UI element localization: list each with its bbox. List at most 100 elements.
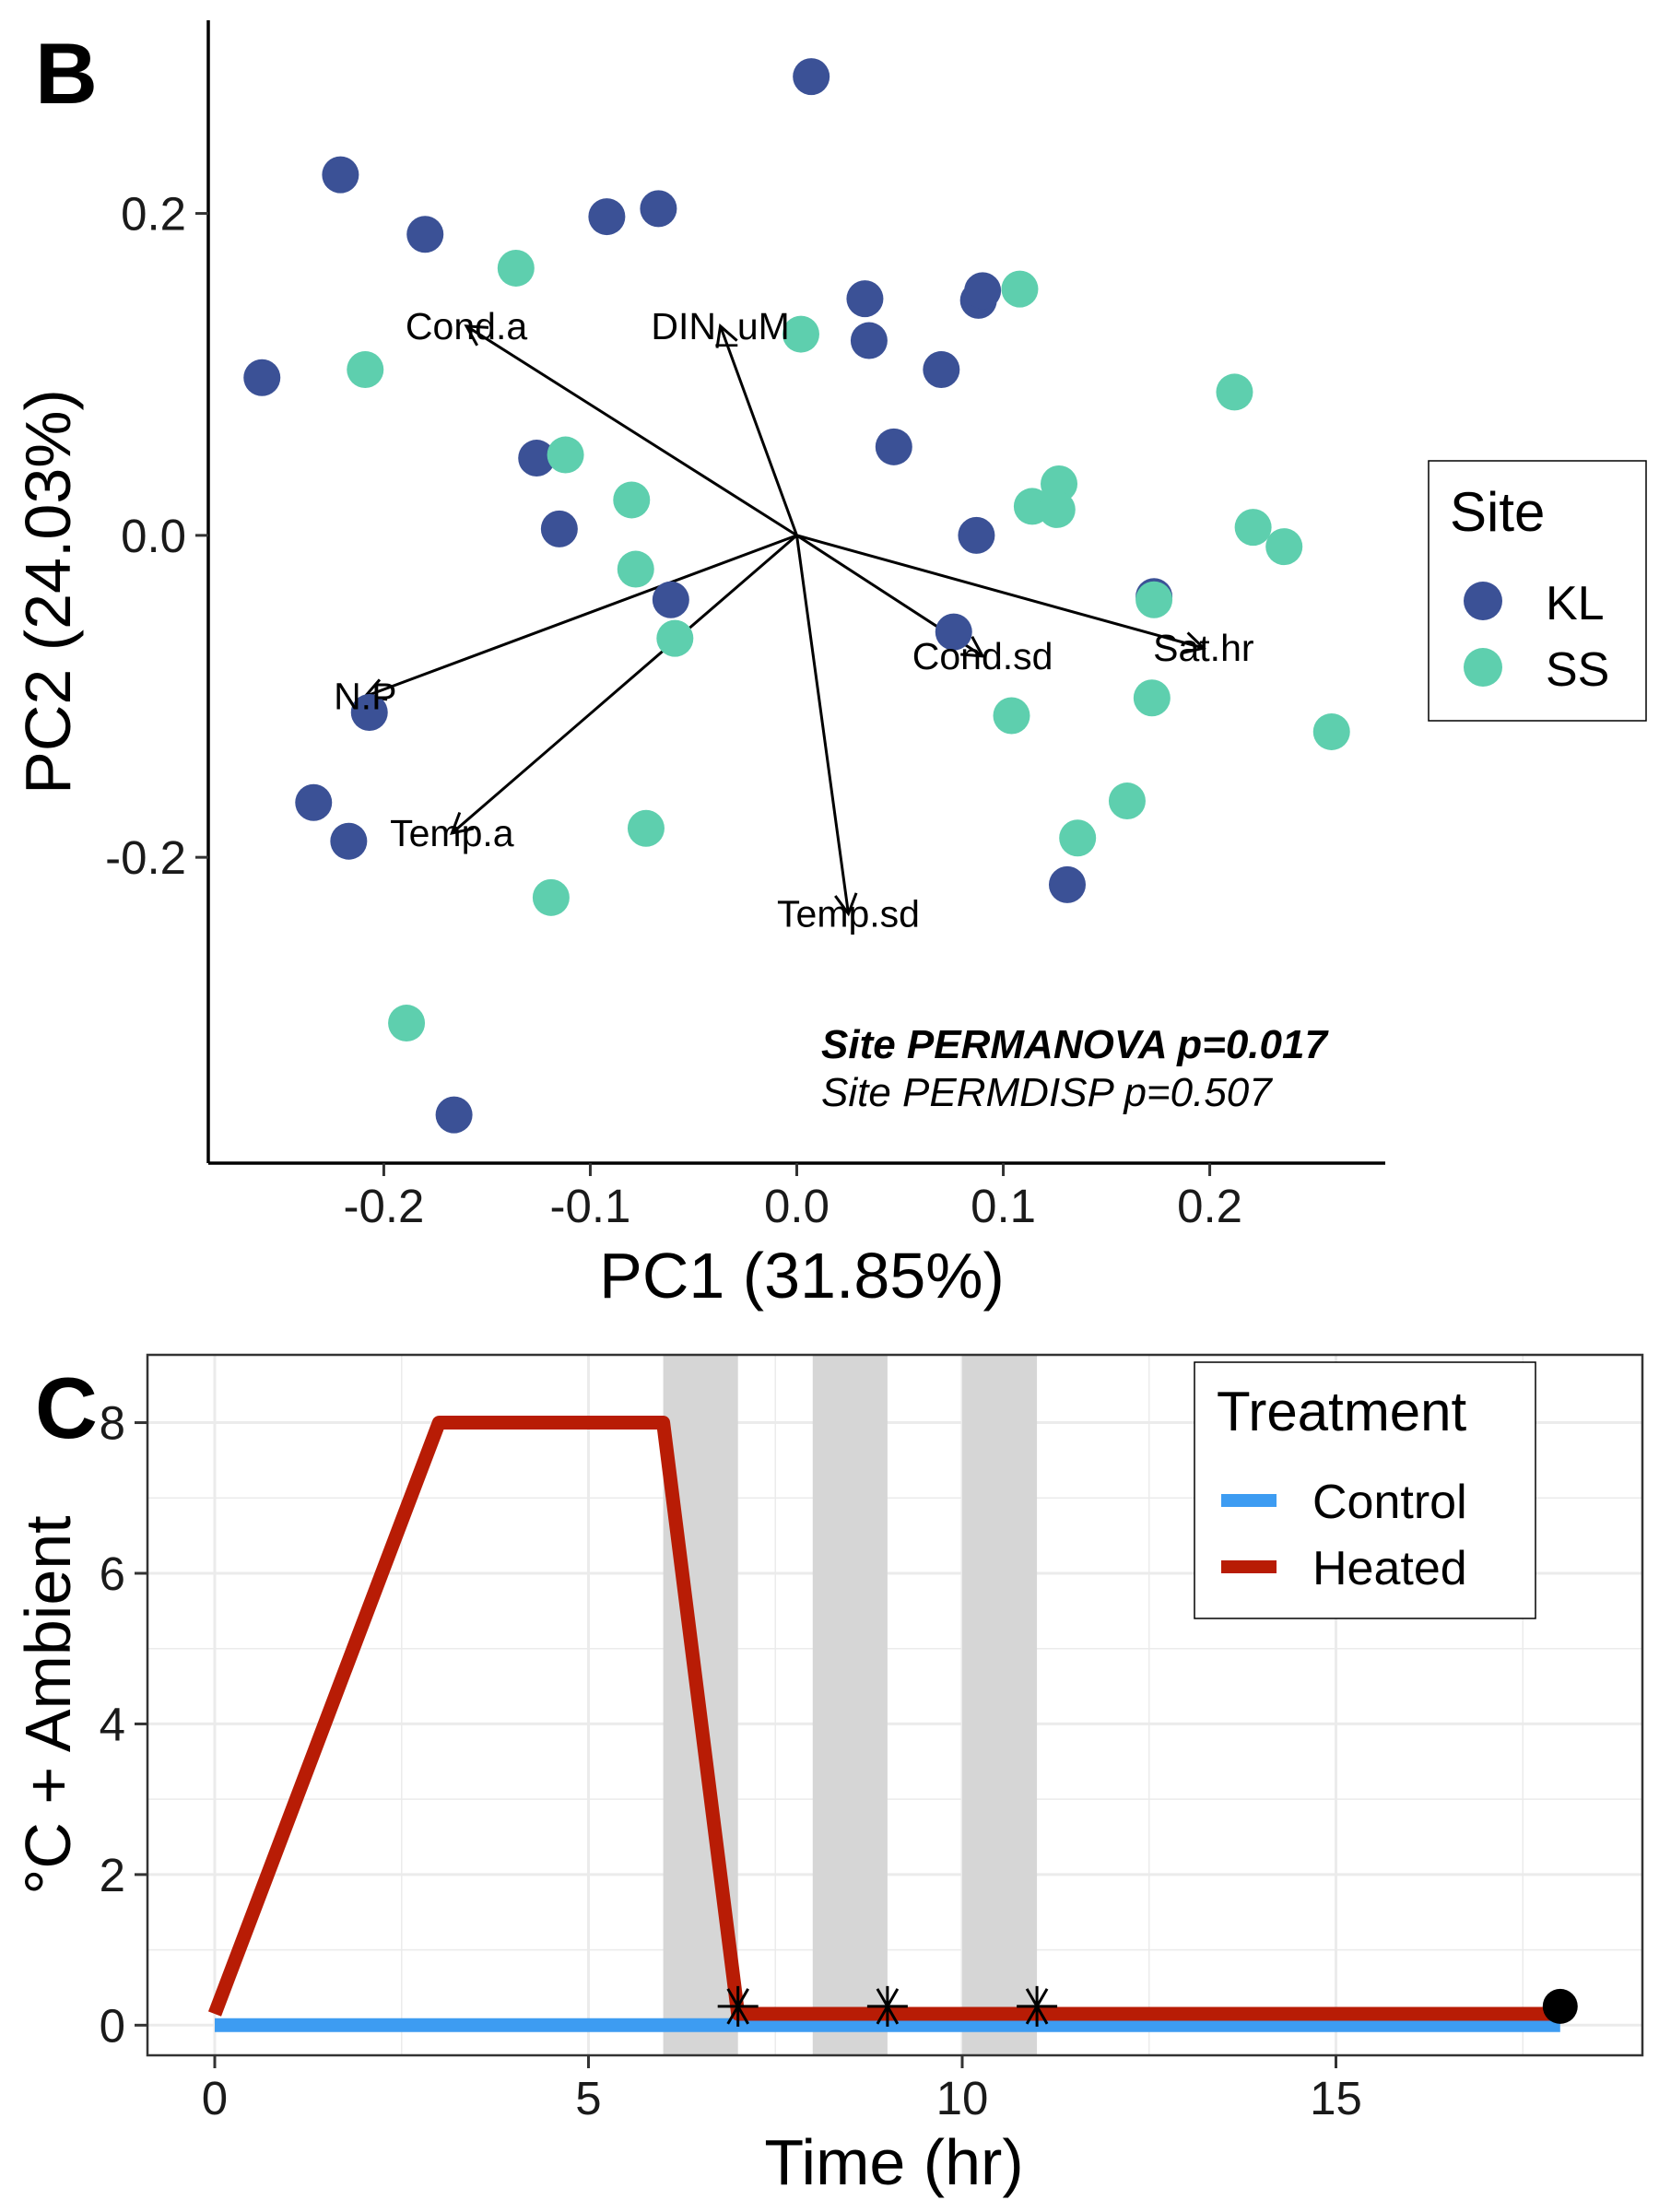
scatter-point-ss	[547, 436, 584, 474]
permdisp-stat: Site PERMDISP p=0.507	[821, 1070, 1273, 1115]
pca-vector-arrowhead	[960, 636, 985, 658]
b-x-tick-label: -0.1	[550, 1180, 631, 1232]
scatter-point-kl	[923, 350, 960, 388]
scatter-point-ss	[1265, 528, 1303, 566]
b-x-tick-label: 0.1	[971, 1180, 1036, 1232]
c-y-tick-label: 2	[100, 1849, 125, 1901]
c-legend-title: Treatment	[1217, 1381, 1467, 1442]
c-y-ticks: 0 2 4 6 8	[100, 1397, 147, 2052]
scatter-point-kl	[295, 783, 333, 821]
c-y-tick-label: 8	[100, 1397, 125, 1450]
legend-label-control: Control	[1312, 1476, 1467, 1529]
pca-vector-label: N.P	[334, 676, 396, 718]
sampling-asterisk	[717, 1985, 759, 2027]
sampling-asterisk	[1017, 1985, 1058, 2027]
pca-vector-labels: Cond.a DIN_uM Sat.hr Cond.sd N.P Temp.a Temp.s…	[334, 305, 1253, 935]
scatter-point-kl	[1048, 865, 1086, 903]
pca-vector-arrow	[364, 534, 798, 698]
pca-vector-label: Temp.a	[390, 812, 514, 854]
b-x-axis-title: PC1 (31.85%)	[599, 1240, 1005, 1312]
pca-vector-arrowhead	[834, 892, 858, 917]
b-legend-title: Site	[1450, 481, 1545, 543]
pca-vector-arrowhead	[1182, 631, 1206, 655]
legend-label-heated: Heated	[1312, 1542, 1467, 1595]
scatter-point-kl	[652, 581, 689, 618]
c-x-ticks: 0 5 10 15	[202, 2055, 1362, 2124]
legend-label-kl: KL	[1546, 577, 1605, 630]
scatter-point-kl	[243, 359, 281, 396]
scatter-point-ss	[993, 697, 1030, 735]
c-legend: Treatment Control Heated	[1194, 1361, 1536, 1619]
scatter-point-ss	[532, 878, 570, 916]
pca-vector-label: Cond.sd	[912, 635, 1053, 677]
scatter-point-ss	[1135, 581, 1173, 618]
scatter-point-kl	[540, 510, 578, 547]
pca-vector-arrowhead	[449, 811, 475, 836]
c-x-tick-label: 0	[202, 2072, 228, 2124]
scatter-point-ss	[627, 809, 665, 847]
pca-vectors	[362, 323, 1206, 917]
pca-vector-arrow	[451, 534, 798, 835]
scatter-point-ss	[1059, 819, 1097, 857]
sampling-asterisk	[866, 1985, 908, 2027]
b-y-tick-label: -0.2	[105, 831, 186, 884]
panel-c-letter: C	[35, 1359, 98, 1456]
scatter-point-ss	[613, 481, 651, 519]
pca-vector-label: DIN_uM	[651, 305, 789, 347]
c-legend-box	[1194, 1361, 1536, 1619]
scatter-point-ss	[617, 550, 654, 588]
b-x-tick-label: 0.2	[1177, 1180, 1242, 1232]
panel-b-letter: B	[35, 25, 98, 122]
scatter-point-kl	[435, 1096, 473, 1134]
c-y-tick-label: 4	[100, 1698, 125, 1750]
scatter-point-ss	[1133, 679, 1171, 717]
scatter-point-ss	[497, 249, 535, 287]
legend-swatch-kl	[1464, 582, 1502, 620]
sampling-markers	[717, 1985, 1578, 2027]
scatter-point-ss	[388, 1005, 426, 1042]
b-legend: Site KL SS	[1428, 460, 1647, 722]
scatter-point-kl	[322, 156, 359, 194]
scatter-point-ss	[1108, 782, 1146, 820]
end-marker	[1542, 1988, 1578, 2024]
scatter-point-kl	[588, 198, 626, 236]
c-y-axis-title: °C + Ambient	[12, 1515, 84, 1894]
permanova-stat: Site PERMANOVA p=0.017	[821, 1022, 1329, 1067]
scatter-point-ss	[1234, 509, 1272, 547]
b-legend-box	[1428, 460, 1647, 722]
sampling-window	[961, 1355, 1038, 2055]
c-x-tick-label: 5	[575, 2072, 601, 2124]
legend-swatch-ss	[1464, 648, 1502, 687]
scatter-point-kl	[846, 280, 884, 318]
scatter-point-kl	[330, 822, 368, 860]
panel-b: B Cond.a DIN_uM Sat.hr Cond.sd N.P Temp.a Temp…	[12, 20, 1647, 1312]
c-x-tick-label: 10	[936, 2072, 989, 2124]
scatter-point-ss	[1312, 712, 1350, 750]
scatter-point-kl	[640, 190, 677, 228]
scatter-point-ss	[656, 619, 694, 657]
line-heated	[207, 1416, 1560, 2021]
b-x-ticks: -0.2 -0.1 0.0 0.1 0.2	[343, 1163, 1242, 1232]
legend-label-ss: SS	[1546, 643, 1609, 697]
scatter-point-kl	[406, 216, 444, 253]
pca-vector-arrow	[795, 535, 850, 914]
pca-vector-arrowhead	[715, 323, 738, 348]
scatter-point-kl	[935, 613, 972, 651]
pca-vector-arrow	[719, 325, 798, 536]
b-y-tick-label: 0.0	[121, 510, 186, 562]
c-x-axis-title: Time (hr)	[764, 2126, 1023, 2198]
scatter-point-kl	[518, 440, 556, 477]
scatter-point-kl	[793, 58, 830, 96]
panel-c: 0 5 10 15 0 2 4 6 8 C Time (hr) °C + Ambient Tr…	[12, 1353, 1644, 2198]
b-y-ticks: -0.2 0.0 0.2	[105, 188, 208, 884]
scatter-point-ss	[1001, 270, 1039, 308]
pca-vector-label: Cond.a	[406, 305, 527, 347]
c-y-tick-label: 0	[100, 1999, 125, 2052]
scatter-point-kl	[875, 428, 912, 465]
scatter-points	[243, 58, 1350, 1134]
sampling-shading	[663, 1355, 1038, 2055]
c-y-tick-label: 6	[100, 1547, 125, 1600]
pca-vector-label: Sat.hr	[1153, 627, 1253, 669]
sampling-window	[812, 1355, 888, 2055]
